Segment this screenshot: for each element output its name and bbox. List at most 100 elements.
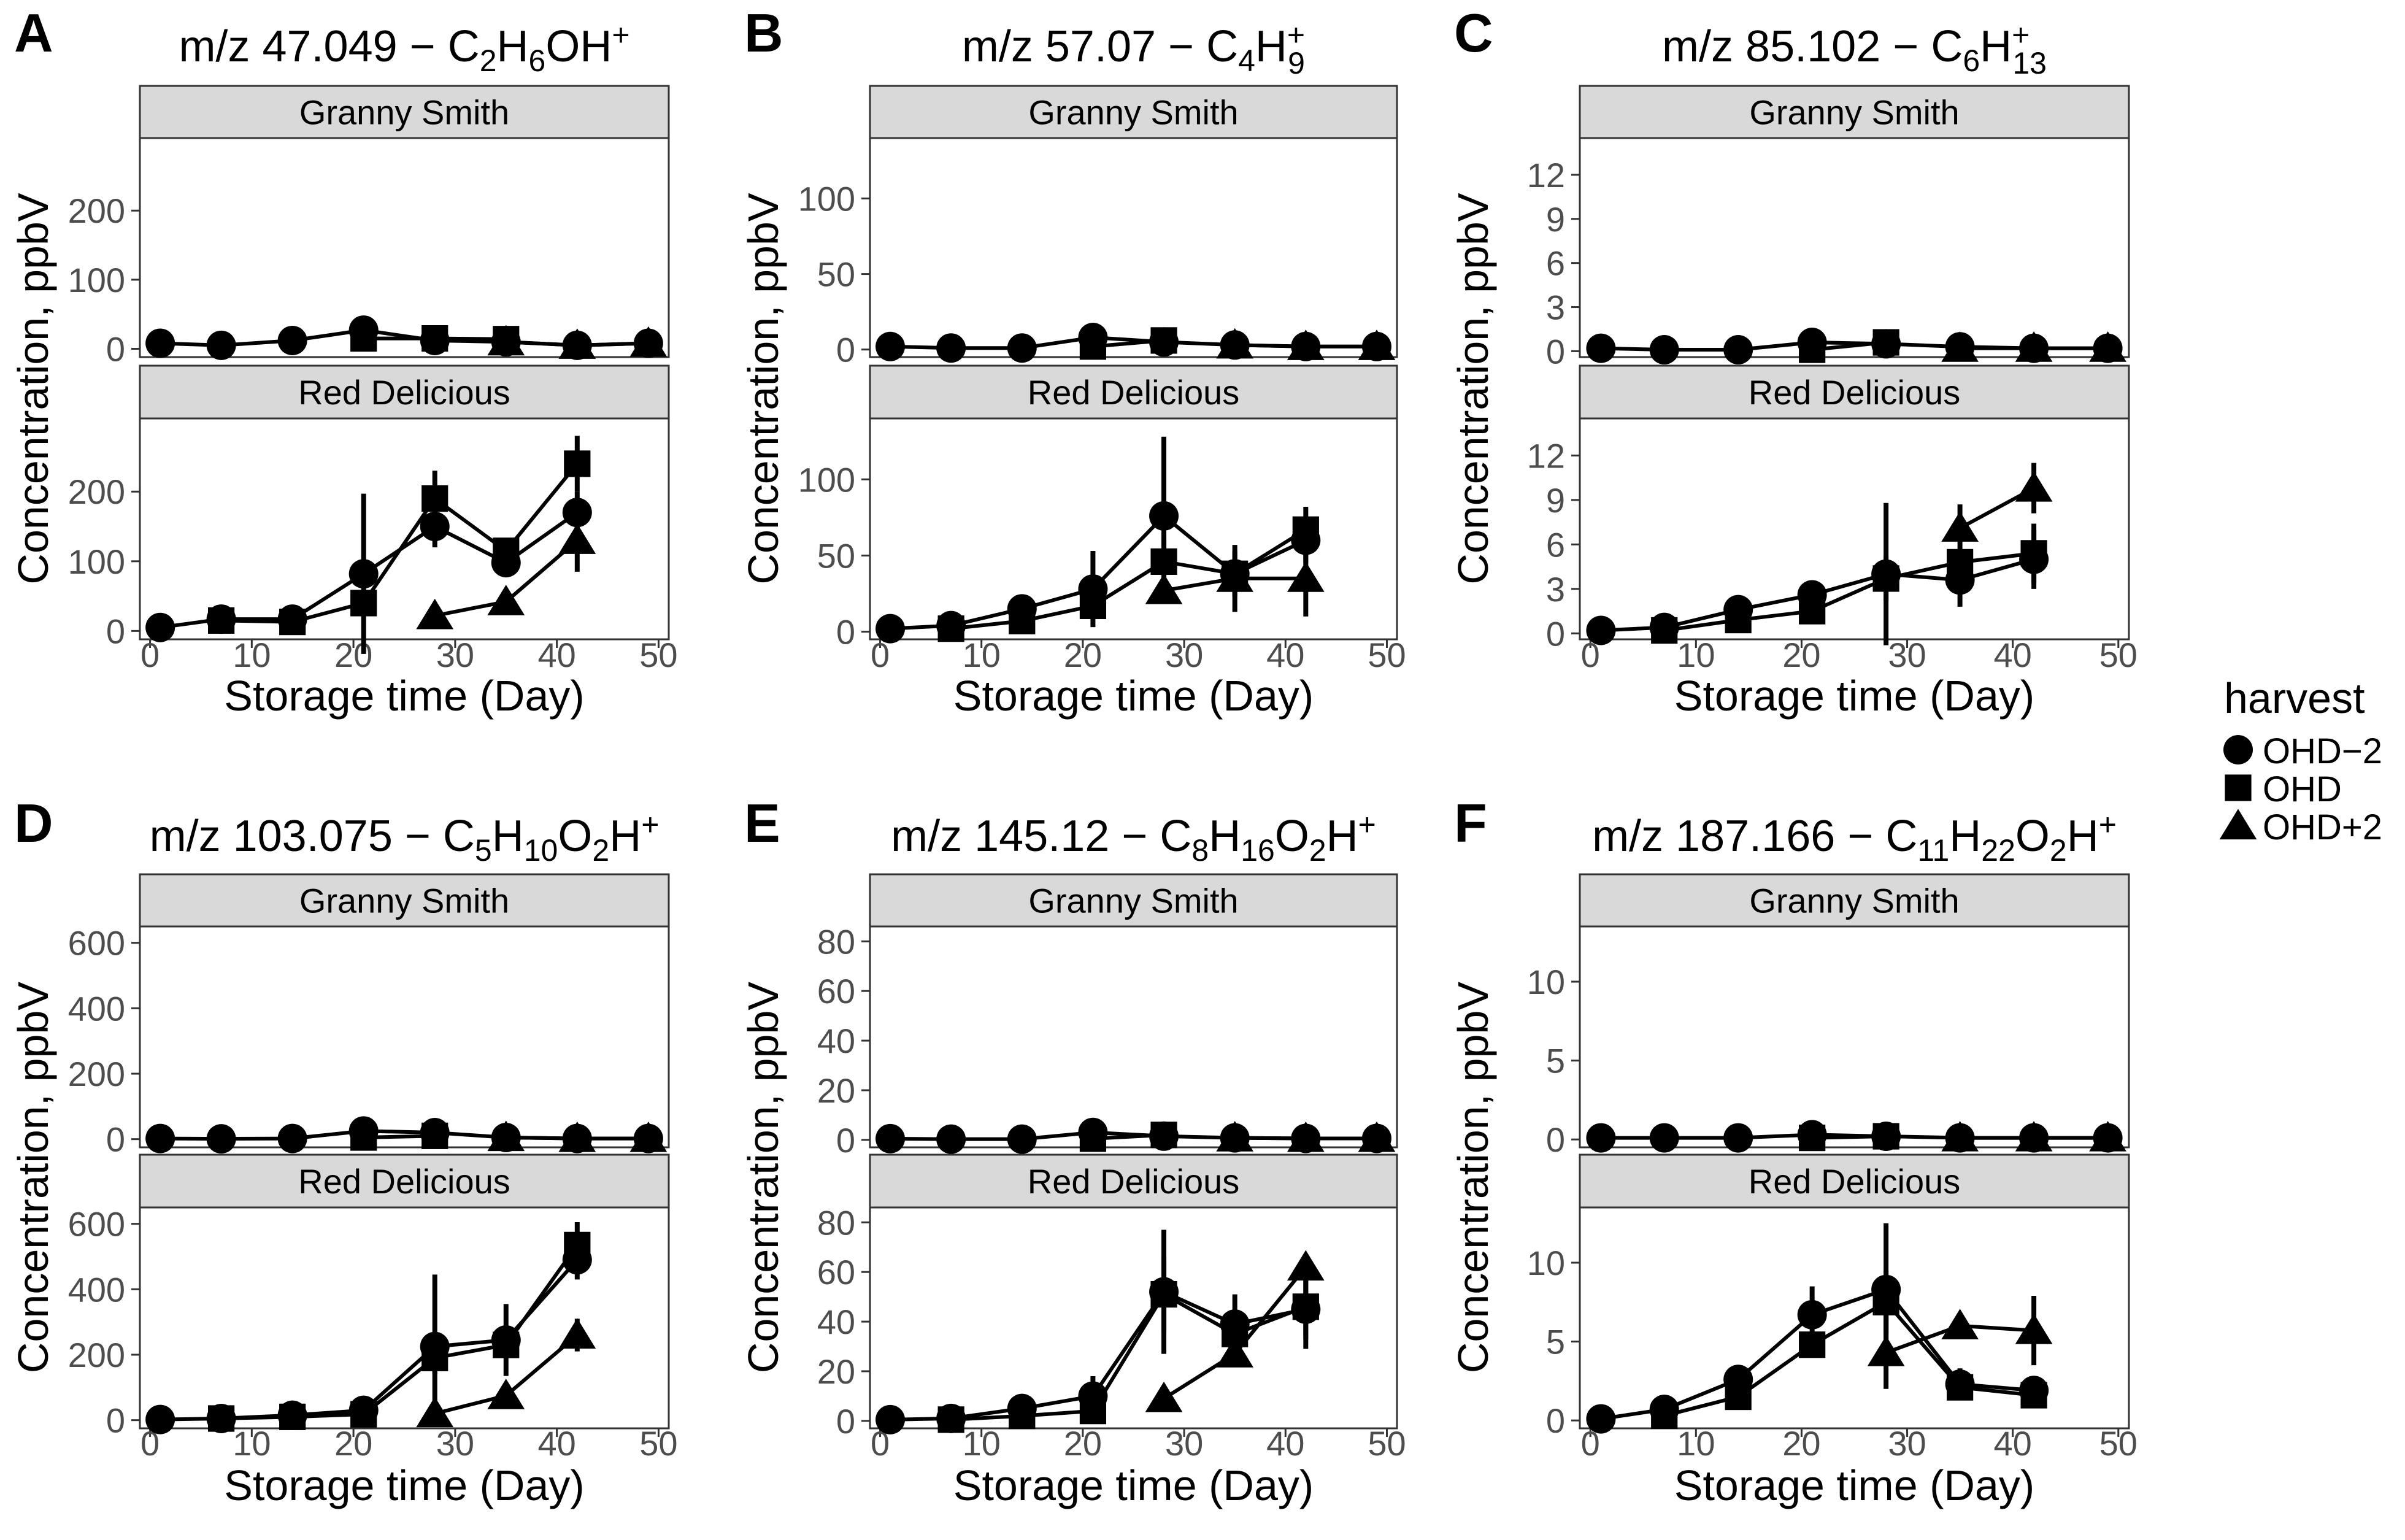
title-formula-sup: +	[1358, 807, 1376, 842]
facet-strip-label: Granny Smith	[299, 882, 509, 920]
panel-letter: C	[1454, 2, 1493, 63]
plot-frame	[139, 1206, 670, 1430]
panel-title: m/z 47.049 − C2H6OH+	[179, 18, 629, 78]
data-point	[416, 1396, 454, 1428]
y-tick-label: 400	[68, 1270, 125, 1309]
series-triangle	[1145, 540, 1325, 617]
title-formula-text: O	[2015, 812, 2050, 861]
data-point	[1079, 1398, 1107, 1425]
x-tick-label: 10	[233, 636, 271, 674]
data-point	[1872, 329, 1899, 356]
facet-strip-label: Red Delicious	[298, 373, 510, 412]
y-tick-label: 0	[1546, 614, 1565, 653]
y-tick-label: 40	[817, 1022, 855, 1060]
y-axis-label: Concentration, ppbV	[1449, 982, 1497, 1374]
x-tick-label: 30	[436, 636, 474, 674]
title-formula-text: H	[1949, 812, 1981, 861]
y-tick-label: 0	[836, 1121, 855, 1160]
data-point	[1797, 1299, 1827, 1330]
data-point	[208, 607, 235, 634]
title-formula-text: H	[2067, 812, 2099, 861]
data-point	[564, 450, 591, 477]
data-point	[1358, 1121, 1396, 1152]
y-tick-label: 0	[1546, 1120, 1565, 1159]
y-tick-label: 60	[817, 1253, 855, 1292]
title-prefix: m/z 145.12 −	[891, 812, 1160, 861]
data-point	[1649, 1123, 1679, 1153]
plot-frame	[869, 137, 1398, 358]
data-point	[277, 1123, 307, 1153]
title-formula-text: H	[609, 812, 641, 861]
title-formula-text: H	[1209, 812, 1241, 861]
y-tick-label: 10	[1527, 1244, 1565, 1282]
panel-title: m/z 145.12 − C8H16O2H+	[891, 807, 1376, 868]
plot-frame	[1579, 417, 2130, 641]
x-axis-label: Storage time (Day)	[953, 672, 1314, 720]
data-point	[2015, 1313, 2053, 1344]
x-tick-label: 10	[233, 1424, 271, 1463]
y-tick-label: 600	[68, 924, 125, 963]
y-tick-label: 400	[68, 989, 125, 1028]
facet-strip-label: Granny Smith	[299, 93, 509, 132]
data-point	[1799, 1331, 1826, 1358]
y-tick-label: 60	[817, 972, 855, 1011]
title-formula-sup: +	[2012, 18, 2030, 52]
panel-title: m/z 103.075 − C5H10O2H+	[150, 807, 660, 868]
data-point	[1216, 1121, 1254, 1152]
title-formula-text: C	[1885, 812, 1917, 861]
data-point	[277, 325, 307, 355]
data-point	[2020, 540, 2047, 567]
panel-title: m/z 57.07 − C4H+ 9	[962, 18, 1305, 80]
x-tick-label: 20	[1064, 636, 1102, 674]
facet-strip-label: Red Delicious	[1749, 1162, 1961, 1201]
x-tick-label: 10	[963, 636, 1001, 674]
data-point	[629, 1122, 668, 1152]
title-formula-sub: 5	[475, 833, 492, 868]
panel-letter: F	[1454, 793, 1487, 853]
title-formula-sub: 16	[1241, 833, 1275, 868]
panel-letter: E	[744, 793, 780, 853]
data-point	[936, 1124, 966, 1154]
title-formula-sub: 9	[1288, 46, 1305, 80]
y-tick-label: 0	[106, 329, 125, 368]
title-prefix: m/z 47.049 −	[179, 22, 447, 71]
facet-strip	[1579, 85, 2130, 139]
y-tick-label: 200	[68, 472, 125, 511]
data-point	[487, 1120, 525, 1152]
title-formula-sup: +	[1287, 18, 1305, 52]
title-formula-sub: 2	[2050, 833, 2067, 868]
facet-strip-label: Granny Smith	[1749, 93, 1959, 132]
legend-key-square	[2225, 774, 2252, 801]
facet-strip	[869, 873, 1398, 928]
data-point	[1941, 511, 1979, 542]
y-tick-label: 0	[1546, 332, 1565, 371]
data-point	[1649, 335, 1679, 365]
data-point	[145, 612, 175, 642]
series-square	[1079, 327, 1177, 360]
facet-strip-label: Red Delicious	[1749, 373, 1961, 412]
facet-granny-smith: Granny Smith 0 20 40 60 80	[817, 873, 1398, 1160]
facet-strip-label: Granny Smith	[1749, 882, 1959, 920]
data-point	[558, 328, 596, 359]
data-point	[1723, 335, 1753, 365]
title-formula-text: H	[1255, 22, 1287, 71]
data-point	[350, 1124, 377, 1151]
y-tick-label: 40	[817, 1303, 855, 1341]
legend-label: OHD+2	[2263, 807, 2382, 847]
facet-granny-smith: Granny Smith 0 200 400 600	[68, 873, 670, 1159]
data-point	[2015, 1120, 2053, 1152]
title-formula-sub: 11	[1917, 833, 1949, 868]
data-point	[1586, 1404, 1616, 1434]
facet-granny-smith: Granny Smith 0 100 200	[68, 85, 670, 368]
y-tick-label: 0	[1546, 1401, 1565, 1440]
y-tick-label: 100	[798, 179, 855, 218]
data-point	[1586, 1123, 1616, 1153]
data-point	[416, 598, 454, 629]
series-square	[1079, 1122, 1177, 1152]
data-point	[1216, 561, 1254, 592]
data-point	[493, 1331, 520, 1358]
